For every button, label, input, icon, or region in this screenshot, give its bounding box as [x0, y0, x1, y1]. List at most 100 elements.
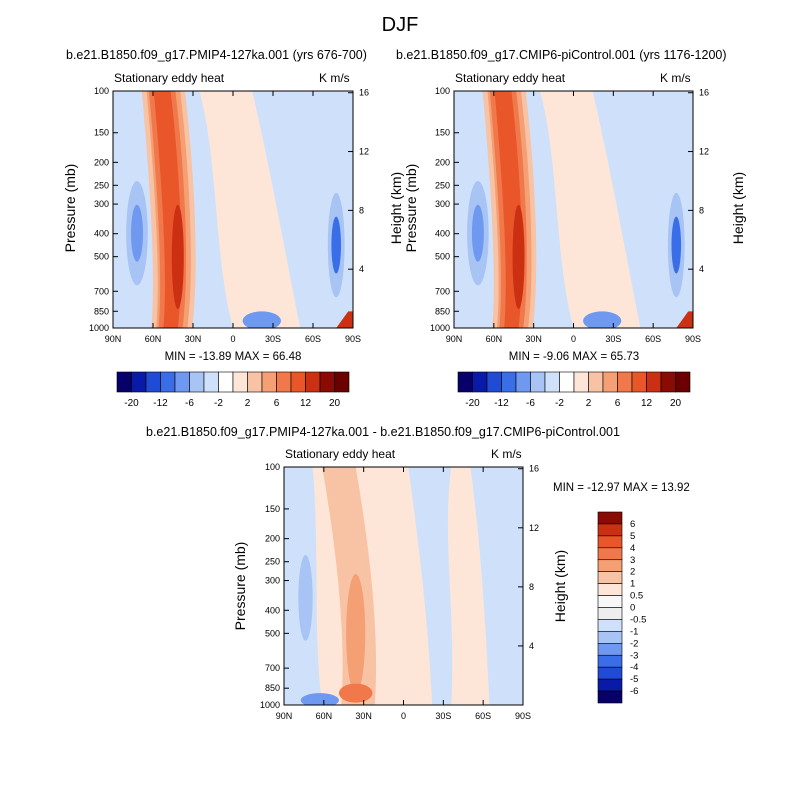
y2-tick-label: 4	[699, 264, 704, 274]
x-tick-label: 30N	[355, 711, 372, 721]
colorbar-box	[189, 371, 205, 393]
x-tick-label: 60S	[475, 711, 491, 721]
colorbar-label: 6	[630, 519, 635, 530]
y-tick-label: 1000	[89, 323, 109, 333]
y2-tick-label: 4	[529, 641, 534, 651]
panel-2-units: K m/s	[660, 71, 691, 85]
surface-negative	[242, 311, 281, 328]
colorbar-label: -6	[630, 686, 638, 697]
panel-3-run-title: b.e21.B1850.f09_g17.PMIP4-127ka.001 - b.…	[146, 425, 620, 439]
y-tick-label: 300	[94, 199, 109, 209]
colorbar-label: 20	[670, 398, 682, 409]
y-tick-label: 300	[265, 576, 280, 586]
x-tick-label: 30S	[435, 711, 451, 721]
colorbar-box	[597, 654, 623, 668]
colorbar-box	[290, 371, 306, 393]
x-tick-label: 90N	[446, 334, 463, 344]
sh-negative-region	[470, 467, 523, 705]
colorbar-box	[597, 643, 623, 656]
x-tick-label: 90N	[276, 711, 293, 721]
colorbar-box	[145, 371, 161, 393]
colorbar-box	[544, 371, 560, 393]
colorbar-box	[319, 371, 335, 393]
x-tick-label: 60S	[305, 334, 321, 344]
colorbar-label: 3	[630, 555, 635, 566]
y-tick-label: 700	[265, 663, 280, 673]
colorbar-label: -2	[214, 398, 223, 409]
panel-3-units: K m/s	[491, 447, 522, 461]
figure-title: DJF	[381, 14, 419, 36]
sh-negative-core	[331, 216, 342, 274]
colorbar-box	[597, 535, 623, 549]
positive-core	[346, 574, 366, 694]
colorbar-box	[597, 690, 623, 704]
y2-tick-label: 12	[359, 147, 369, 157]
panel-1-units: K m/s	[319, 71, 350, 85]
colorbar-box	[218, 371, 234, 393]
panel-2-min-max: MIN = -9.06 MAX = 65.73	[508, 351, 640, 363]
colorbar-label: 2	[586, 398, 592, 409]
x-tick-label: 30N	[525, 334, 542, 344]
y2-tick-label: 16	[699, 88, 709, 98]
tropical-band	[540, 91, 641, 328]
colorbar-box	[334, 371, 350, 393]
colorbar-label: -1	[630, 626, 638, 637]
colorbar-label: 6	[615, 398, 621, 409]
colorbar-label: 12	[300, 398, 312, 409]
panel-3-min-max: MIN = -12.97 MAX = 13.92	[553, 482, 690, 494]
y-tick-label: 400	[435, 229, 450, 239]
y-tick-label: 300	[435, 199, 450, 209]
panel-2-field-label: Stationary eddy heat	[455, 71, 566, 85]
y-tick-label: 150	[265, 504, 280, 514]
colorbar-label: -6	[526, 398, 535, 409]
colorbar-box	[597, 595, 623, 608]
colorbar-box	[597, 559, 623, 572]
colorbar-box	[597, 547, 623, 561]
colorbar-box	[305, 371, 321, 393]
y-tick-label: 150	[94, 128, 109, 138]
colorbar-2: -20 -12 -6 -2 2 6 12 20	[457, 371, 691, 409]
colorbar-label: 2	[630, 567, 635, 578]
colorbar-box	[597, 511, 623, 525]
x-tick-label: 0	[230, 334, 235, 344]
y-tick-label: 850	[265, 683, 280, 693]
colorbar-box	[203, 371, 219, 393]
colorbar-label: -2	[630, 638, 638, 649]
y-tick-label: 1000	[260, 700, 280, 710]
colorbar-box	[675, 371, 691, 393]
colorbar-box	[660, 371, 676, 393]
colorbar-box	[559, 371, 575, 393]
colorbar-box	[116, 371, 132, 393]
colorbar-box	[131, 371, 147, 393]
y2-tick-label: 16	[529, 464, 539, 474]
colorbar-label: -12	[494, 398, 509, 409]
colorbar-label: 5	[630, 531, 635, 542]
y-tick-label: 850	[94, 306, 109, 316]
colorbar-label: 6	[274, 398, 280, 409]
colorbar-label: 12	[641, 398, 653, 409]
y2-tick-label: 12	[699, 147, 709, 157]
y-tick-label: 250	[94, 180, 109, 190]
x-tick-label: 0	[401, 711, 406, 721]
y2-tick-label: 8	[529, 582, 534, 592]
y-tick-label: 150	[435, 128, 450, 138]
panel-3-field-label: Stationary eddy heat	[285, 447, 396, 461]
panel-1-contours: 90N 60N 30N 0 30S 60S 90S 100 150 200 250 300 400 500…	[89, 86, 369, 344]
y2-tick-label: 8	[699, 205, 704, 215]
y-tick-label: 850	[435, 306, 450, 316]
colorbar-box	[597, 619, 623, 632]
y-tick-label: 100	[435, 86, 450, 96]
colorbar-label: 4	[630, 543, 635, 554]
colorbar-box	[457, 371, 473, 393]
y-tick-label: 200	[265, 534, 280, 544]
x-tick-label: 90S	[345, 334, 361, 344]
y2-tick-label: 4	[359, 264, 364, 274]
y2-tick-label: 12	[529, 523, 539, 533]
y-tick-label: 500	[435, 252, 450, 262]
colorbar-box	[597, 666, 623, 680]
tropical-band	[199, 91, 301, 328]
y-tick-label: 250	[265, 557, 280, 567]
x-tick-label: 90S	[515, 711, 531, 721]
